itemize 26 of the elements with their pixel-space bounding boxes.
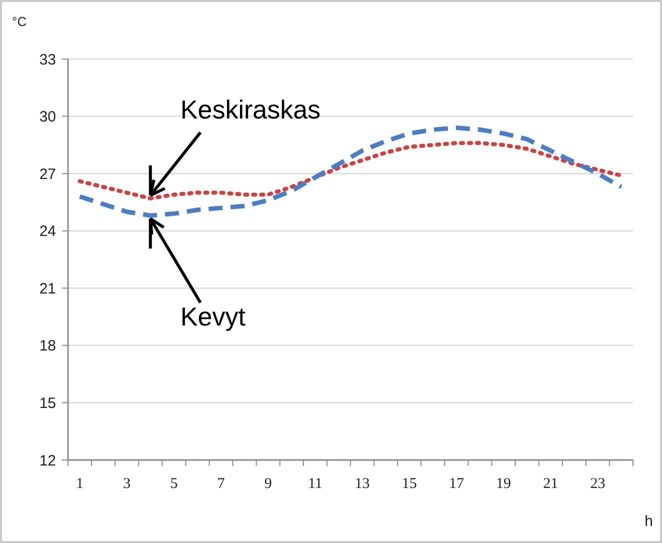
y-axis-title: °C [12, 14, 27, 29]
x-tick-label: 11 [308, 476, 322, 492]
x-tick-label: 3 [123, 476, 131, 492]
line-series [78, 125, 624, 218]
y-tick-label: 27 [39, 166, 56, 183]
x-tick-label: 5 [170, 476, 178, 492]
y-tick-label: 12 [39, 452, 56, 470]
x-tick-label: 9 [264, 476, 272, 492]
y-tick-label: 30 [39, 108, 56, 126]
x-tick-label: 7 [217, 476, 226, 492]
x-tick-label: 13 [354, 476, 370, 492]
x-tick-label: 17 [448, 476, 464, 492]
x-tick-label: 19 [496, 476, 512, 492]
text: Kevyt [180, 302, 246, 332]
y-tick-label: 18 [39, 338, 56, 355]
y-tick-label: 21 [39, 280, 56, 298]
y-tick-label: 24 [39, 223, 56, 240]
x-tick-label: 23 [590, 476, 606, 492]
x-tick-label: 1 [76, 476, 84, 492]
x-axis-title: h [644, 513, 653, 530]
x-tick-label: 15 [402, 476, 417, 492]
x-tick-label: 21 [543, 476, 558, 492]
series-label: Keskiraskas [180, 94, 321, 124]
y-tick-label: 15 [39, 394, 56, 412]
y-tick-label: 33 [39, 51, 56, 68]
line-series [78, 141, 624, 200]
